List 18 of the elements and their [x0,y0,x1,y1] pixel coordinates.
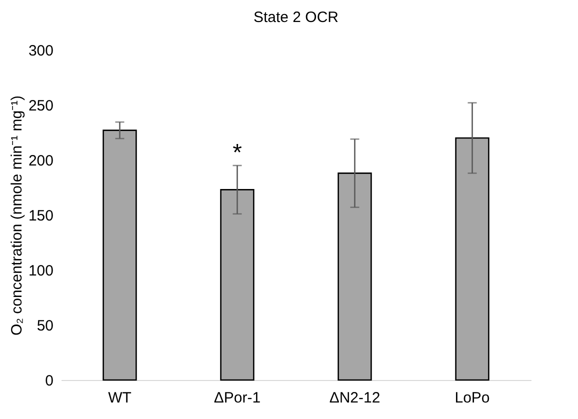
x-tick-label: LoPo [454,390,490,406]
x-tick-label: WT [108,390,132,406]
y-axis-title: O₂ concentration (nmole min⁻¹ mg⁻¹) [8,95,26,336]
annotation: * [232,140,242,166]
y-tick-label: 150 [28,208,54,224]
bar [102,130,137,381]
x-tick-label: ΔPor-1 [214,390,261,406]
y-tick-label: 0 [45,372,54,390]
chart-title: State 2 OCR [253,9,339,26]
y-tick-label: 250 [28,98,54,114]
y-tick-label: 100 [28,262,54,280]
y-tick-label: 50 [36,318,54,334]
y-tick-label: 200 [28,152,54,170]
bar [338,172,372,381]
y-tick-label: 300 [28,42,54,60]
bar [220,189,254,381]
bar [455,137,490,381]
x-tick-label: ΔN2-12 [329,390,380,406]
